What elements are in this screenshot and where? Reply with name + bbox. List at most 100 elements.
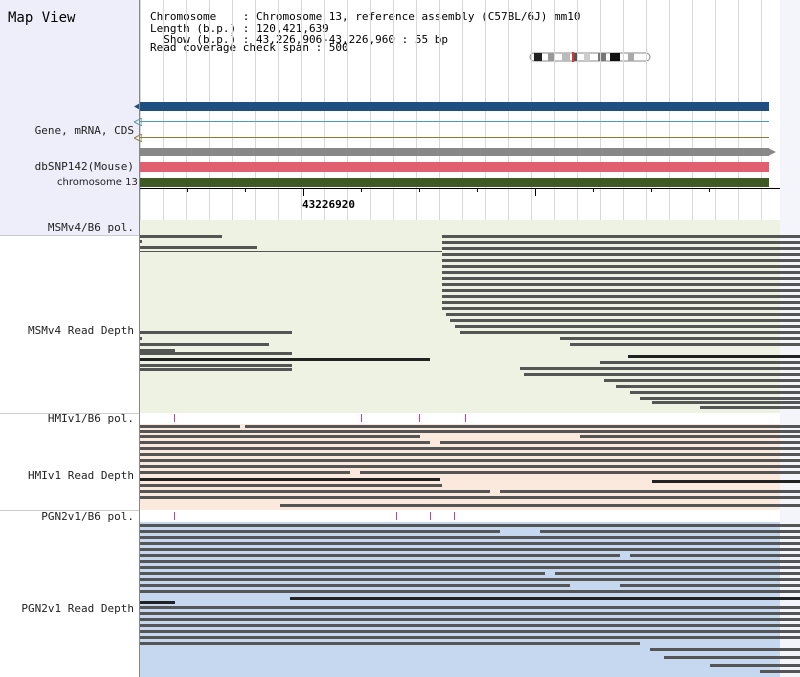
read [140,536,800,539]
read [140,524,800,527]
read [290,597,800,600]
info-coverage: Read coverage check span : 500 [150,41,349,54]
read [140,343,269,346]
read [760,670,800,673]
read [140,590,800,593]
read [460,331,800,334]
read [140,453,800,456]
panel-border [139,0,140,677]
read [140,235,222,238]
read [140,542,800,545]
read [440,441,800,444]
read [630,554,800,557]
read [630,391,800,394]
info-chromosome: Chromosome : Chromosome 13, reference as… [150,10,581,23]
read [140,358,430,361]
read [140,459,800,462]
read [700,406,800,409]
divider [0,510,140,511]
snp-mark[interactable] [174,414,175,422]
read [140,490,490,493]
gene-bar[interactable] [140,102,769,111]
read [140,578,800,581]
track-label-gene: Gene, mRNA, CDS [34,124,134,137]
ruler-minor-tick [709,188,710,192]
read [140,566,800,569]
read [140,630,800,633]
snp-mark[interactable] [174,512,175,520]
read [140,352,292,355]
read [140,584,570,587]
ruler-line [140,188,780,189]
read [245,425,800,428]
read [442,235,800,238]
read [520,367,800,370]
read [140,331,292,334]
read [442,295,800,298]
read [442,271,800,274]
read [650,648,800,651]
read [442,259,800,262]
mrna-arrow-left-icon [134,118,142,126]
read [140,560,800,563]
read [640,397,800,400]
track-label-dbsnp: dbSNP142(Mouse) [34,160,134,173]
cds-arrow-left-icon [134,134,142,142]
chromosome-bar[interactable] [140,178,769,187]
mrna-line[interactable] [140,121,769,122]
track-label-hmi-pol: HMIv1/B6 pol. [47,412,134,425]
read [140,251,442,252]
track-label-msm-depth: MSMv4 Read Depth [28,324,134,337]
read [280,504,800,507]
read [140,471,350,474]
read [628,355,800,358]
read [540,530,800,533]
variation-bar[interactable] [140,148,769,156]
info-show: Show (b.p.) : 43,226,906-43,226,960 : 55… [150,33,449,46]
read [360,471,800,474]
ruler-minor-tick [477,188,478,192]
snp-mark[interactable] [454,512,455,520]
pgn-pol-bg [140,511,780,522]
track-label-hmi-depth: HMIv1 Read Depth [28,469,134,482]
read [140,530,500,533]
read [140,465,800,468]
read [442,265,800,268]
read [555,572,800,575]
read [664,656,800,659]
snp-mark[interactable] [361,414,362,422]
read [140,364,292,367]
read [140,572,545,575]
read [140,618,800,621]
read [140,337,142,340]
read [442,277,800,280]
read [570,343,800,346]
read [442,289,800,292]
snp-mark[interactable] [419,414,420,422]
read [600,361,800,364]
ruler-minor-tick [361,188,362,192]
read [140,612,800,615]
read [140,430,800,433]
dbsnp-bar[interactable] [140,162,769,172]
read [442,241,800,244]
cds-line[interactable] [140,137,769,138]
ruler-minor-tick [593,188,594,192]
read [140,496,800,499]
read [500,490,800,493]
snp-mark[interactable] [430,512,431,520]
read [604,379,800,382]
chromosome-ideogram[interactable] [528,52,652,62]
track-label-msm-pol: MSMv4/B6 pol. [47,221,134,234]
snp-mark[interactable] [465,414,466,422]
read [442,253,800,256]
snp-mark[interactable] [396,512,397,520]
read [710,664,800,667]
read [140,642,640,645]
read [140,484,442,487]
read [140,548,800,551]
read [140,554,620,557]
read [140,240,142,243]
read [616,385,800,388]
track-label-pgn-pol: PGN2v1/B6 pol. [41,510,134,523]
